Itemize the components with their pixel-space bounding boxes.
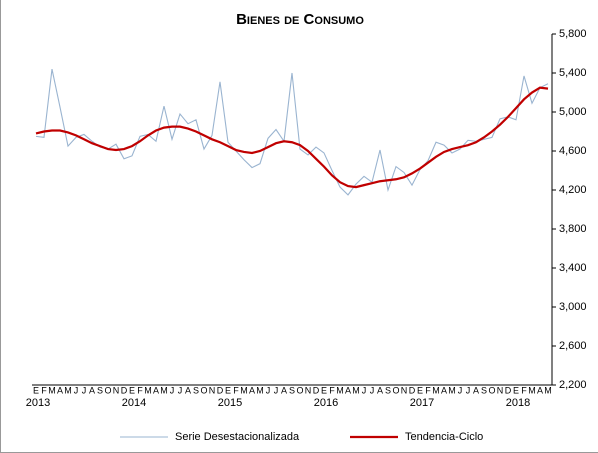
x-tick-label: F xyxy=(137,385,143,395)
x-tick-label: E xyxy=(33,385,39,395)
x-tick-label: D xyxy=(217,385,224,395)
x-tick-label: J xyxy=(82,385,87,395)
x-tick-label: M xyxy=(432,385,440,395)
x-tick-label: M xyxy=(144,385,152,395)
x-tick-label: J xyxy=(74,385,79,395)
y-tick-label: 3,000 xyxy=(559,301,587,313)
x-tick-label: A xyxy=(57,385,63,395)
x-tick-label: J xyxy=(170,385,175,395)
x-tick-label: E xyxy=(321,385,327,395)
x-tick-label: A xyxy=(89,385,95,395)
x-year-label: 2018 xyxy=(506,397,530,409)
x-tick-label: S xyxy=(289,385,295,395)
y-tick-label: 5,000 xyxy=(559,106,587,118)
x-tick-label: N xyxy=(113,385,120,395)
x-tick-label: A xyxy=(473,385,479,395)
x-tick-label: F xyxy=(425,385,431,395)
x-tick-label: A xyxy=(249,385,255,395)
x-tick-label: J xyxy=(178,385,183,395)
x-year-label: 2013 xyxy=(26,397,50,409)
x-tick-label: F xyxy=(521,385,527,395)
y-tick-label: 2,200 xyxy=(559,379,587,391)
x-tick-label: F xyxy=(41,385,47,395)
series-line xyxy=(35,86,549,189)
x-tick-label: O xyxy=(200,385,207,395)
x-tick-label: A xyxy=(377,385,383,395)
legend-label: Tendencia-Ciclo xyxy=(405,431,483,443)
y-tick-label: 2,600 xyxy=(559,340,587,352)
x-tick-label: N xyxy=(209,385,216,395)
x-tick-label: N xyxy=(497,385,504,395)
x-tick-label: M xyxy=(256,385,264,395)
y-tick-label: 4,600 xyxy=(559,145,587,157)
x-tick-label: O xyxy=(488,385,495,395)
x-year-label: 2016 xyxy=(314,397,338,409)
y-tick-label: 5,800 xyxy=(559,28,587,40)
x-tick-label: F xyxy=(233,385,239,395)
series-line xyxy=(35,68,549,196)
x-tick-label: A xyxy=(185,385,191,395)
x-tick-label: J xyxy=(274,385,279,395)
x-tick-label: S xyxy=(481,385,487,395)
x-tick-label: M xyxy=(528,385,536,395)
y-tick-label: 5,400 xyxy=(559,67,587,79)
x-tick-label: S xyxy=(97,385,103,395)
y-tick-label: 4,200 xyxy=(559,184,587,196)
x-tick-label: J xyxy=(362,385,367,395)
x-tick-label: M xyxy=(64,385,72,395)
x-tick-label: E xyxy=(129,385,135,395)
x-tick-label: S xyxy=(193,385,199,395)
x-tick-label: M xyxy=(48,385,56,395)
x-tick-label: O xyxy=(104,385,111,395)
x-tick-label: S xyxy=(385,385,391,395)
x-year-label: 2017 xyxy=(410,397,434,409)
y-tick-label: 3,400 xyxy=(559,262,587,274)
x-tick-label: A xyxy=(537,385,543,395)
x-tick-label: O xyxy=(296,385,303,395)
x-tick-label: J xyxy=(370,385,375,395)
x-tick-label: M xyxy=(160,385,168,395)
x-tick-label: F xyxy=(329,385,335,395)
x-tick-label: N xyxy=(401,385,408,395)
x-tick-label: D xyxy=(121,385,128,395)
x-year-label: 2015 xyxy=(218,397,242,409)
x-tick-label: M xyxy=(240,385,248,395)
x-tick-label: E xyxy=(417,385,423,395)
x-tick-label: M xyxy=(352,385,360,395)
x-tick-label: A xyxy=(441,385,447,395)
x-tick-label: E xyxy=(513,385,519,395)
x-tick-label: D xyxy=(505,385,512,395)
chart-title: Bienes de Consumo xyxy=(236,11,364,28)
x-tick-label: M xyxy=(336,385,344,395)
x-tick-label: A xyxy=(153,385,159,395)
x-tick-label: O xyxy=(392,385,399,395)
x-tick-label: J xyxy=(266,385,271,395)
y-tick-label: 3,800 xyxy=(559,223,587,235)
x-tick-label: M xyxy=(448,385,456,395)
x-tick-label: D xyxy=(313,385,320,395)
x-tick-label: E xyxy=(225,385,231,395)
x-tick-label: A xyxy=(345,385,351,395)
x-tick-label: M xyxy=(544,385,552,395)
x-tick-label: D xyxy=(409,385,416,395)
legend-label: Serie Desestacionalizada xyxy=(175,431,300,443)
x-tick-label: J xyxy=(466,385,471,395)
x-year-label: 2014 xyxy=(122,397,146,409)
x-tick-label: N xyxy=(305,385,312,395)
x-tick-label: A xyxy=(281,385,287,395)
x-tick-label: J xyxy=(458,385,463,395)
